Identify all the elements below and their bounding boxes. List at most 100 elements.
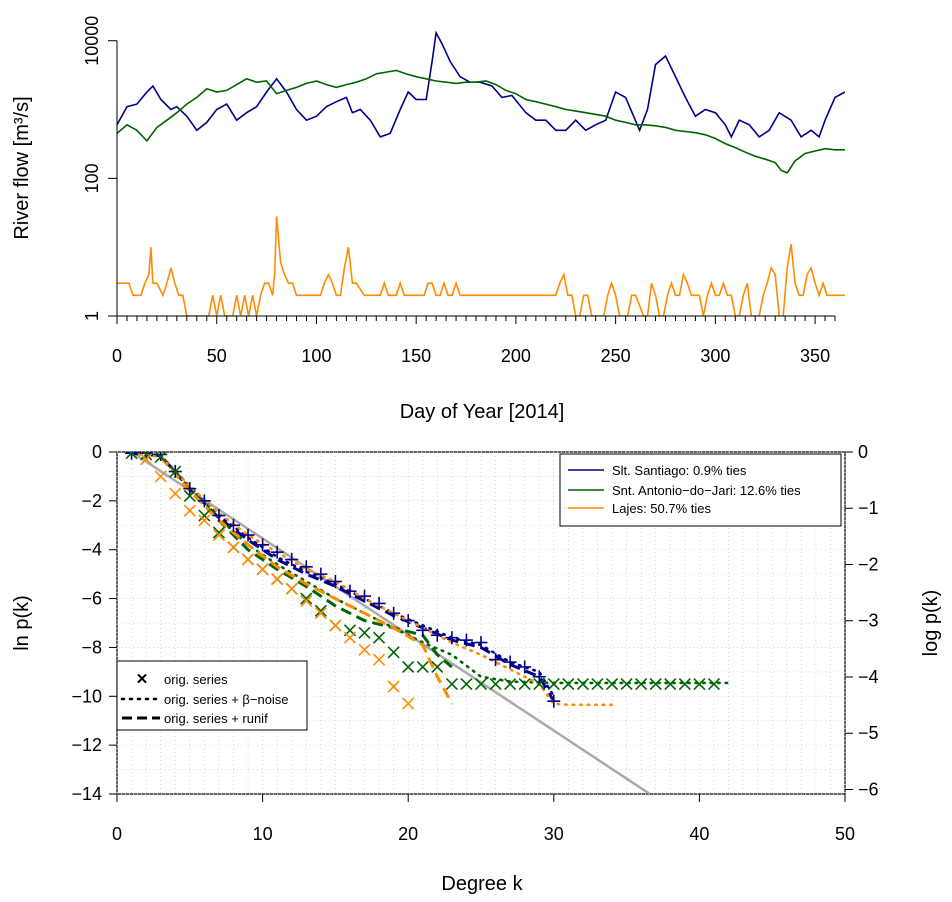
cross-mark <box>140 453 153 466</box>
cross-mark <box>140 452 150 461</box>
point-santiago <box>445 631 459 645</box>
point-santiago <box>532 670 546 684</box>
cross-mark <box>693 678 706 691</box>
reference-line <box>130 452 651 794</box>
point-jari <box>212 526 225 539</box>
y-tick-label: −2 <box>81 491 102 511</box>
point-jari <box>314 604 327 617</box>
x-tick-label: 200 <box>501 346 531 366</box>
river-flow-y-axis: 1 100 10000 <box>82 16 118 321</box>
degree-series <box>125 452 730 794</box>
cross-mark <box>460 678 473 691</box>
cross-mark <box>678 678 691 691</box>
point-lajes <box>256 563 269 576</box>
cross-mark <box>183 489 196 503</box>
point-jari <box>635 678 648 691</box>
point-lajes <box>227 541 240 554</box>
cross-mark <box>300 592 313 605</box>
river-flow-x-label: Day of Year [2014] <box>400 401 565 423</box>
point-lajes <box>183 504 196 517</box>
series-line-lajes <box>117 216 845 316</box>
cross-mark <box>198 509 211 522</box>
point-jari <box>562 678 575 691</box>
cross-mark <box>402 697 415 710</box>
point-jari <box>416 660 429 674</box>
point-jari <box>402 660 415 674</box>
cross-mark <box>212 526 225 539</box>
cross-mark <box>431 660 444 674</box>
cross-mark <box>169 465 182 478</box>
cross-mark <box>474 678 488 691</box>
legend-label-runif: orig. series + runif <box>164 711 268 726</box>
cross-mark <box>547 678 560 691</box>
x-tick-label: 250 <box>601 346 631 366</box>
y-tick-label: 0 <box>92 442 102 462</box>
cross-mark <box>373 631 386 644</box>
point-jari <box>591 678 604 691</box>
cross-mark <box>329 619 342 632</box>
point-jari <box>474 678 488 691</box>
point-santiago <box>299 560 313 574</box>
x-tick-label: 350 <box>800 346 830 366</box>
cross-mark <box>635 678 648 691</box>
point-lajes <box>343 631 357 644</box>
cross-mark <box>387 646 400 659</box>
cross-mark <box>358 626 371 639</box>
point-jari <box>533 678 546 691</box>
y-tick-label: −10 <box>71 686 102 706</box>
point-santiago <box>547 694 561 708</box>
cross-mark <box>387 680 400 693</box>
point-jari <box>547 678 560 691</box>
point-lajes <box>154 470 167 483</box>
point-jari <box>183 489 196 503</box>
cross-mark <box>183 504 196 517</box>
point-jari <box>693 678 706 691</box>
degree-distribution-panel: 0 10 20 30 40 50 0 −2 −4 −6 −8 −10 −12 −14 0 −1 −2 −3 −4… <box>11 442 942 895</box>
cross-mark <box>576 678 589 691</box>
x-tick-label: 10 <box>253 824 273 844</box>
point-santiago <box>459 633 473 647</box>
point-jari <box>140 452 153 461</box>
y-right-tick-label: −2 <box>858 554 879 574</box>
y-tick-label: −8 <box>81 637 102 657</box>
point-jari <box>300 592 313 605</box>
point-santiago <box>212 509 226 523</box>
legend-label-beta: orig. series + β−noise <box>164 692 289 707</box>
point-jari <box>169 465 182 478</box>
point-jari <box>707 678 721 691</box>
y-right-tick-label: −5 <box>858 723 879 743</box>
point-santiago <box>343 584 357 598</box>
cross-mark <box>271 572 284 586</box>
cross-mark <box>533 678 546 691</box>
cross-mark <box>227 541 240 554</box>
point-santiago <box>430 628 444 642</box>
point-santiago <box>387 606 401 620</box>
point-jari <box>620 678 633 691</box>
point-lajes <box>285 582 298 595</box>
degree-x-label: Degree k <box>441 873 523 895</box>
y-tick-label: −12 <box>71 735 102 755</box>
cross-mark <box>664 678 677 691</box>
point-santiago <box>256 538 270 552</box>
point-santiago <box>154 452 168 461</box>
x-tick-label: 0 <box>112 346 122 366</box>
river-flow-y-label: River flow [m³/s] <box>11 96 33 239</box>
cross-mark <box>504 678 517 691</box>
cross-mark <box>169 487 182 500</box>
y-tick-label: −4 <box>81 540 102 560</box>
cross-mark <box>518 678 531 691</box>
cross-mark <box>256 563 269 576</box>
point-jari <box>504 678 517 691</box>
point-santiago <box>518 660 532 674</box>
cross-mark <box>373 653 386 666</box>
point-jari <box>387 646 400 659</box>
degree-x-axis: 0 10 20 30 40 50 <box>112 794 855 844</box>
point-santiago <box>197 494 211 508</box>
cross-mark <box>198 514 211 527</box>
point-jari <box>373 631 386 644</box>
point-santiago <box>183 482 197 496</box>
cross-mark <box>300 594 313 608</box>
y-right-tick-label: −3 <box>858 611 879 631</box>
y-tick-label: −6 <box>81 589 102 609</box>
point-jari <box>489 678 502 691</box>
